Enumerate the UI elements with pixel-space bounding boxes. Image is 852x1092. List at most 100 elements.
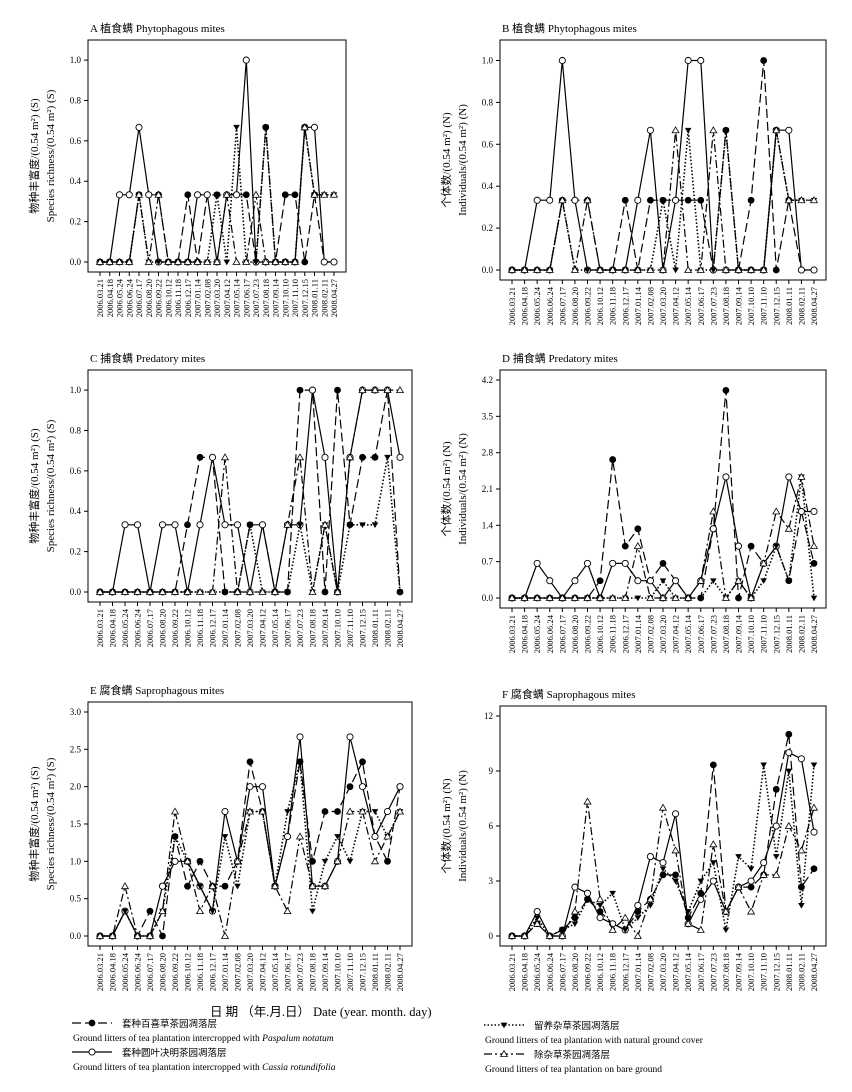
- legend-label-cn: 套种圆叶决明茶园凋落层: [122, 1047, 227, 1059]
- y-tick-label: 0.6: [70, 136, 82, 146]
- x-tick-label: 2007.08.18: [721, 287, 731, 325]
- data-point-bare: [797, 846, 806, 854]
- x-tick-label: 2006.06.24: [124, 278, 134, 317]
- data-point-bare: [308, 587, 317, 595]
- data-point-bare: [125, 257, 134, 265]
- panel-title: B 植食螨 Phytophagous mites: [502, 21, 637, 35]
- data-point-natural: [284, 809, 291, 815]
- data-point-bare: [545, 265, 554, 273]
- data-point-bare: [608, 925, 617, 933]
- data-point-bare: [558, 931, 567, 939]
- x-tick-label: 2008.01.11: [310, 279, 320, 317]
- data-point-cassia: [810, 828, 818, 836]
- data-point-natural: [321, 858, 329, 865]
- data-point-cassia: [672, 810, 680, 818]
- data-point-natural: [672, 267, 679, 274]
- legend-entry-natural: 留养杂草茶园凋落层 Ground litters of tea plantatio…: [484, 1020, 704, 1046]
- data-point-bare: [759, 559, 768, 567]
- data-point-natural: [284, 589, 291, 596]
- data-point-cassia: [258, 521, 267, 529]
- x-tick-label: 2006.10.12: [595, 287, 605, 325]
- data-point-bare: [220, 931, 230, 939]
- x-tick-label: 2007.05.14: [270, 608, 280, 647]
- y-tick-label: 3.0: [70, 707, 82, 717]
- data-point-natural: [121, 908, 129, 915]
- data-point-natural: [634, 915, 642, 921]
- y-tick-label: 0.8: [70, 425, 82, 435]
- data-point-bare: [270, 882, 280, 890]
- data-point-bare: [333, 857, 342, 865]
- x-tick-label: 2007.09.14: [320, 608, 330, 647]
- data-point-bare: [608, 265, 617, 273]
- data-point-cassia: [646, 126, 654, 134]
- data-point-cassia: [596, 914, 604, 922]
- panel-E: E 腐食螨 Saprophagous mites 0.0 0.5 1.0 1.5 2.0 2…: [27, 683, 413, 991]
- data-point-bare: [545, 931, 554, 939]
- data-point-bare: [772, 126, 781, 134]
- data-point-bare: [222, 190, 231, 198]
- series-natural: [508, 127, 818, 274]
- data-point-bare: [520, 265, 529, 273]
- data-point-bare: [183, 587, 192, 595]
- series-line-cassia: [100, 60, 334, 263]
- x-tick-label: 2006.05.24: [120, 608, 130, 647]
- data-point-natural: [571, 921, 579, 927]
- y-tick-label: 0.6: [70, 466, 82, 476]
- y-tick-label: 0.0: [70, 587, 82, 597]
- data-point-paspalum: [709, 761, 717, 769]
- series-bare: [95, 123, 339, 265]
- x-tick-label: 2006.04.18: [520, 615, 530, 653]
- data-point-natural: [155, 259, 162, 266]
- x-tick-label: 2007.08.18: [261, 279, 271, 317]
- data-point-paspalum: [672, 871, 679, 879]
- data-point-bare: [507, 265, 517, 273]
- x-tick-label: 2006.04.18: [108, 953, 118, 991]
- data-point-bare: [358, 386, 367, 393]
- data-point-cassia: [609, 559, 617, 567]
- data-point-bare: [671, 846, 680, 854]
- data-point-cassia: [772, 822, 780, 830]
- data-point-cassia: [115, 191, 124, 199]
- data-point-bare: [158, 907, 167, 915]
- data-point-cassia: [308, 386, 317, 394]
- x-tick-label: 2007.05.14: [232, 278, 242, 317]
- data-point-bare: [290, 257, 300, 265]
- y-tick-label: 3.5: [482, 411, 494, 421]
- x-tick-label: 2006.09.22: [170, 609, 180, 647]
- x-tick-label: 2006.03.21: [95, 279, 105, 317]
- x-tick-label: 2006.10.12: [595, 615, 605, 653]
- panel-D: D 捕食螨 Predatory mites 0.0 0.7 1.4 2.1 2.8 3.5 4…: [439, 351, 827, 653]
- data-point-bare: [746, 593, 756, 601]
- data-point-bare: [784, 821, 793, 829]
- data-point-cassia: [246, 783, 254, 791]
- y-axis-label-cn: 物种丰富度/(0.54 m²) (S): [27, 98, 41, 214]
- data-point-natural: [221, 589, 229, 596]
- data-point-natural: [722, 927, 730, 934]
- x-tick-label: 2007.02.08: [233, 609, 243, 647]
- data-point-bare: [646, 593, 655, 601]
- data-point-natural: [785, 578, 793, 584]
- x-tick-label: 2006.11.18: [173, 279, 183, 317]
- x-tick-label: 2006.11.18: [195, 953, 205, 991]
- x-tick-label: 2007.06.17: [283, 609, 293, 647]
- data-point-natural: [760, 762, 767, 769]
- x-axis-title: 日 期 （年.月.日） Date (year. month. day): [210, 1005, 432, 1019]
- x-tick-label: 2007.01.14: [193, 278, 203, 317]
- data-point-bare: [533, 919, 542, 927]
- data-point-bare: [170, 807, 180, 815]
- data-point-natural: [810, 762, 818, 769]
- x-tick-label: 2006.06.24: [545, 952, 555, 991]
- data-point-bare: [383, 386, 392, 393]
- y-axis-label-en: Individuals/(0.54 m²) (N): [457, 433, 469, 545]
- y-tick-label: 4.2: [482, 375, 493, 385]
- x-tick-label: 2007.07.23: [708, 287, 718, 325]
- data-point-cassia: [396, 783, 404, 791]
- data-point-bare: [595, 265, 605, 273]
- x-tick-label: 2007.03.20: [658, 615, 668, 653]
- x-tick-label: 2007.04.12: [222, 279, 232, 317]
- data-point-bare: [270, 587, 280, 595]
- data-point-natural: [221, 834, 229, 840]
- data-point-bare: [208, 587, 217, 595]
- data-point-paspalum: [810, 559, 818, 567]
- data-point-bare: [646, 895, 655, 903]
